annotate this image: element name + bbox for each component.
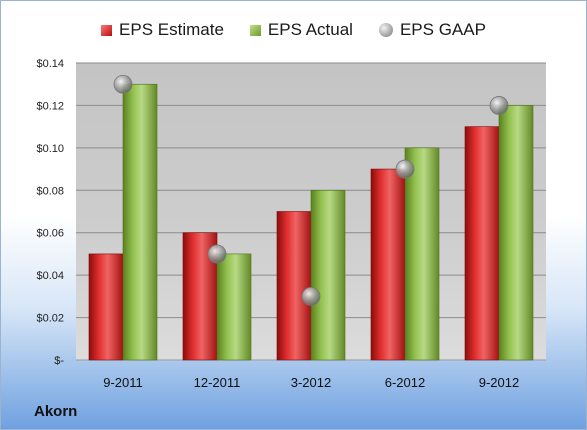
estimate-bar — [370, 168, 406, 361]
y-tick-label: $0.08 — [36, 185, 64, 197]
actual-bar — [404, 147, 440, 361]
y-tick-label: $0.14 — [36, 58, 64, 70]
company-name: Akorn — [34, 403, 78, 420]
gaap-marker — [489, 96, 509, 115]
actual-bar — [498, 105, 534, 361]
y-tick-label: $0.06 — [36, 228, 64, 240]
legend-label-gaap: EPS GAAP — [399, 20, 486, 39]
gaap-marker — [301, 286, 321, 306]
actual-swatch — [249, 24, 261, 36]
actual-bar — [310, 189, 346, 361]
legend-item-actual: EPS Actual — [249, 20, 353, 40]
gaap-markers — [113, 74, 509, 306]
actual-bar — [122, 83, 158, 361]
estimate-bar — [464, 126, 500, 361]
x-tick-label: 9-2012 — [479, 375, 519, 390]
estimate-bar — [276, 211, 312, 361]
gaap-marker — [113, 74, 133, 94]
y-tick-label: $0.10 — [36, 143, 64, 155]
y-tick-label: $0.12 — [36, 100, 64, 112]
legend-item-gaap: EPS GAAP — [378, 20, 486, 40]
y-tick-label: $0.04 — [36, 270, 64, 282]
legend-label-estimate: EPS Estimate — [119, 20, 224, 39]
x-tick-label: 9-2011 — [103, 375, 143, 390]
estimate-bar — [88, 253, 124, 361]
x-tick-label: 6-2012 — [385, 375, 425, 390]
legend-item-estimate: EPS Estimate — [101, 20, 224, 40]
x-tick-label: 3-2012 — [291, 375, 331, 390]
gaap-marker — [395, 159, 415, 179]
x-axis-ticks: 9-2011 12-2011 3-2012 6-2012 9-2012 — [103, 375, 519, 390]
y-tick-label: $- — [54, 355, 64, 367]
legend: EPS Estimate EPS Actual EPS GAAP — [1, 18, 586, 42]
y-tick-label: $0.02 — [36, 313, 64, 325]
y-axis-ticks: $- $0.02 $0.04 $0.06 $0.08 $0.10 $0.12 $0.14 — [36, 58, 64, 367]
legend-label-actual: EPS Actual — [267, 20, 353, 39]
gaap-marker — [207, 244, 227, 264]
gaap-swatch — [378, 23, 393, 37]
actual-bar — [216, 253, 252, 361]
bars — [88, 83, 534, 361]
x-tick-label: 12-2011 — [194, 375, 241, 390]
estimate-swatch — [101, 24, 113, 36]
